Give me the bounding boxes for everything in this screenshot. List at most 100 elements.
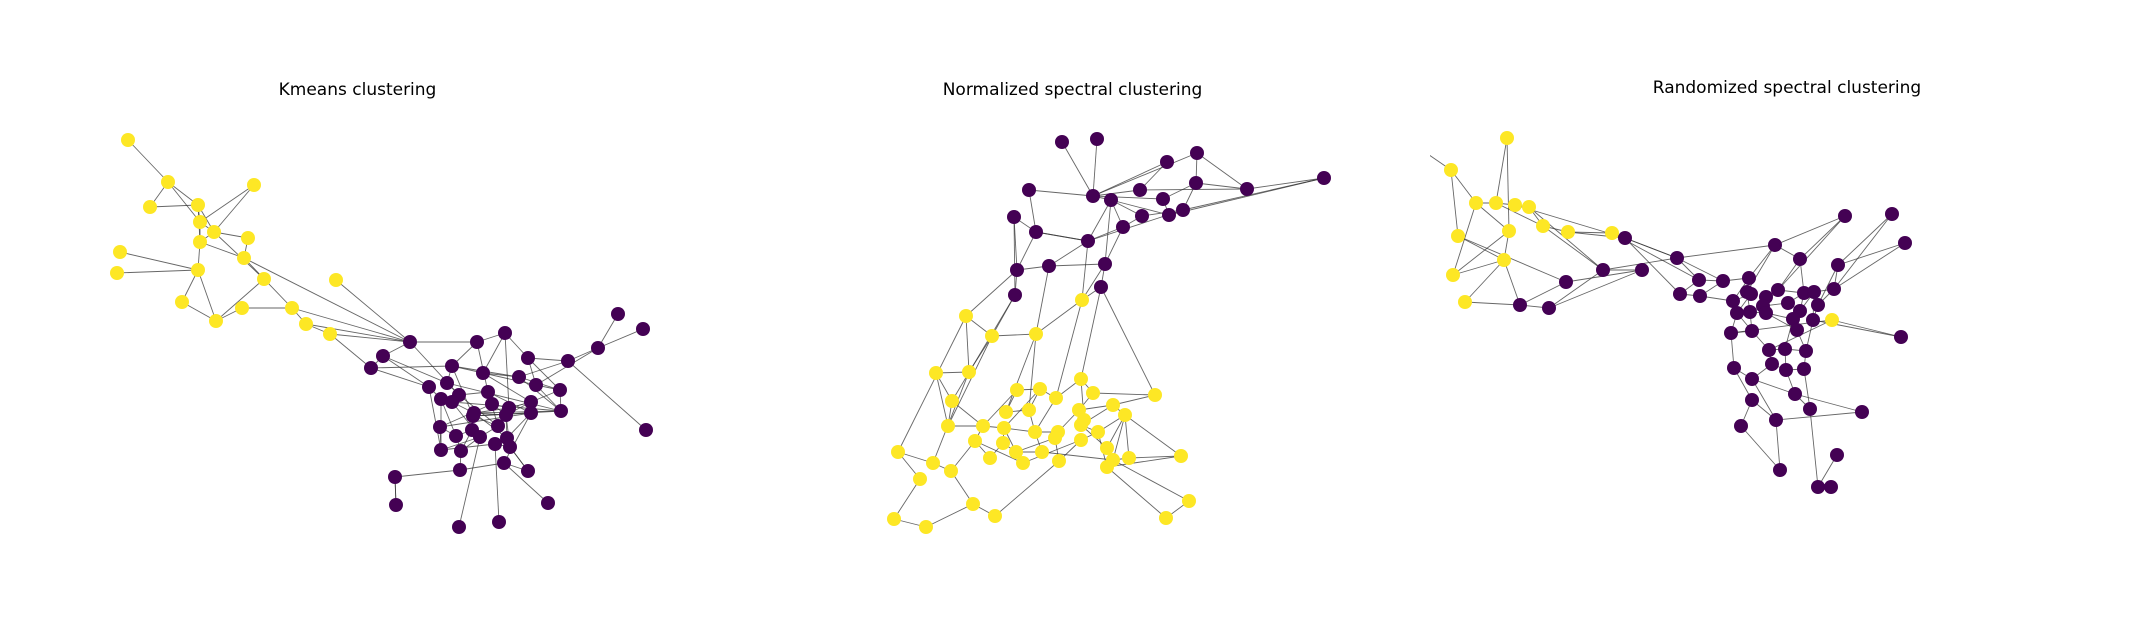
graph-node-cluster-a (440, 376, 454, 390)
graph-edge (1464, 301, 1521, 306)
graph-node-cluster-a (1189, 176, 1203, 190)
graph-node-cluster-a (1743, 305, 1757, 319)
graph-edge (1799, 215, 1846, 260)
graph-node-cluster-b (143, 200, 157, 214)
graph-edge (1013, 216, 1016, 296)
graph-edge (935, 372, 949, 427)
graph-node-cluster-a (499, 408, 513, 422)
graph-edge (1041, 451, 1114, 461)
graph-node-cluster-a (1855, 405, 1869, 419)
graph-node-cluster-a (1734, 419, 1748, 433)
graph-node-cluster-b (887, 512, 901, 526)
graph-edge (1775, 411, 1863, 421)
graph-edge (567, 360, 647, 431)
randomized-nodes (1444, 131, 1912, 494)
graph-node-cluster-a (1007, 210, 1021, 224)
graph-edge (199, 241, 245, 259)
graph-edge (1022, 439, 1082, 464)
kmeans-nodes (110, 133, 653, 534)
graph-edge (1831, 319, 1902, 338)
graph-node-cluster-a (1803, 402, 1817, 416)
graph-edge (994, 460, 1060, 517)
graph-node-cluster-a (454, 444, 468, 458)
graph-node-cluster-a (611, 307, 625, 321)
graph-node-cluster-a (1797, 362, 1811, 376)
graph-node-cluster-b (1118, 408, 1132, 422)
graph-edge (1457, 235, 1505, 261)
graph-node-cluster-a (1086, 189, 1100, 203)
graph-node-cluster-a (1799, 344, 1813, 358)
graph-node-cluster-b (1122, 451, 1136, 465)
graph-edge (932, 371, 970, 464)
graph-node-cluster-b (1508, 198, 1522, 212)
graph-node-cluster-b (944, 464, 958, 478)
graph-node-cluster-a (1513, 298, 1527, 312)
graph-node-cluster-a (1768, 238, 1782, 252)
graph-node-cluster-a (1827, 282, 1841, 296)
graph-node-cluster-a (524, 395, 538, 409)
graph-node-cluster-b (926, 456, 940, 470)
graph-edge (1196, 152, 1248, 190)
graph-node-cluster-b (1500, 131, 1514, 145)
graph-edge (1048, 263, 1106, 267)
graph-node-cluster-a (1894, 330, 1908, 344)
graph-node-cluster-a (1781, 296, 1795, 310)
graph-node-cluster-a (422, 380, 436, 394)
graph-edge (1124, 414, 1130, 459)
graph-edge (1817, 264, 1839, 306)
graph-edge (1452, 259, 1505, 276)
graph-node-cluster-b (1561, 225, 1575, 239)
graph-edge (982, 389, 1018, 427)
graph-edge (1055, 299, 1083, 399)
graph-edge (116, 269, 199, 274)
graph-node-cluster-b (209, 314, 223, 328)
graph-edge (1092, 189, 1141, 197)
graph-node-cluster-a (488, 437, 502, 451)
graph-node-cluster-a (1771, 283, 1785, 297)
graph-node-cluster-b (1022, 403, 1036, 417)
graph-node-cluster-a (1133, 183, 1147, 197)
graph-edge (1087, 199, 1112, 242)
graph-node-cluster-b (1605, 226, 1619, 240)
graph-edge (1624, 237, 1681, 295)
graph-edge (1837, 242, 1906, 266)
graph-edge (1168, 177, 1325, 216)
graph-node-cluster-b (1075, 293, 1089, 307)
graph-edge (439, 403, 493, 428)
graph-node-cluster-a (1769, 413, 1783, 427)
graph-node-cluster-a (453, 463, 467, 477)
panel-normalized: Normalized spectral clustering (715, 0, 1430, 626)
graph-edge (527, 357, 561, 391)
graph-edge (1028, 189, 1094, 197)
graph-node-cluster-a (1811, 480, 1825, 494)
graph-node-cluster-a (541, 496, 555, 510)
graph-node-cluster-b (161, 175, 175, 189)
graph-node-cluster-a (554, 404, 568, 418)
graph-edge (1081, 263, 1106, 301)
graph-edge (215, 278, 265, 322)
graph-edge (1061, 141, 1094, 197)
graph-edge (1195, 182, 1248, 190)
graph-edge (1112, 459, 1190, 502)
graph-edge (1005, 333, 1037, 413)
graph-edge (1112, 414, 1126, 461)
graph-node-cluster-b (257, 272, 271, 286)
graph-edge (439, 412, 532, 428)
graph-node-cluster-b (1074, 433, 1088, 447)
graph-edge (1774, 215, 1846, 246)
graph-node-cluster-b (968, 434, 982, 448)
graph-node-cluster-a (467, 406, 481, 420)
graph-node-cluster-a (1811, 298, 1825, 312)
panel-randomized: Randomized spectral clustering (1430, 0, 2144, 626)
randomized-edges (1430, 137, 1906, 488)
graph-edge (504, 332, 510, 409)
graph-edge (149, 204, 199, 208)
graph-node-cluster-a (491, 419, 505, 433)
graph-edge (428, 386, 442, 451)
graph-node-cluster-b (193, 215, 207, 229)
graph-edge (1100, 286, 1156, 396)
graph-node-cluster-b (1048, 431, 1062, 445)
normalized-nodes (887, 132, 1331, 534)
graph-node-cluster-a (1745, 324, 1759, 338)
graph-edge (1035, 299, 1083, 335)
